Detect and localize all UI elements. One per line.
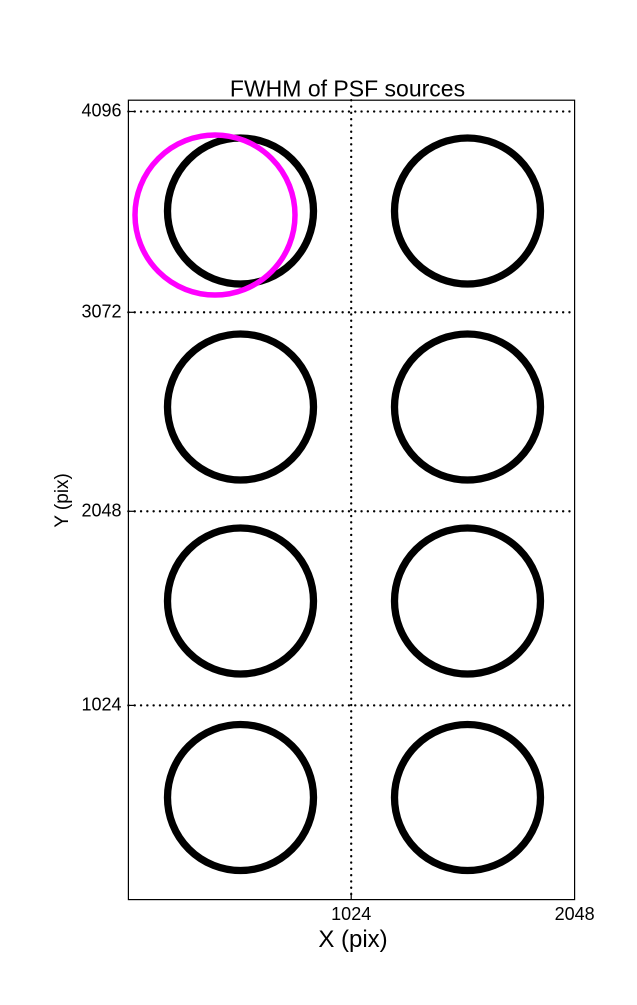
svg-text:X (pix): X (pix) [318,926,387,953]
svg-text:2048: 2048 [555,904,595,924]
svg-text:4096: 4096 [81,101,121,121]
svg-text:1024: 1024 [81,694,121,714]
svg-text:3072: 3072 [81,301,121,321]
svg-text:2048: 2048 [81,500,121,520]
svg-text:Y (pix): Y (pix) [52,473,73,528]
svg-text:FWHM of PSF sources: FWHM of PSF sources [230,75,465,101]
svg-text:1024: 1024 [331,904,371,924]
